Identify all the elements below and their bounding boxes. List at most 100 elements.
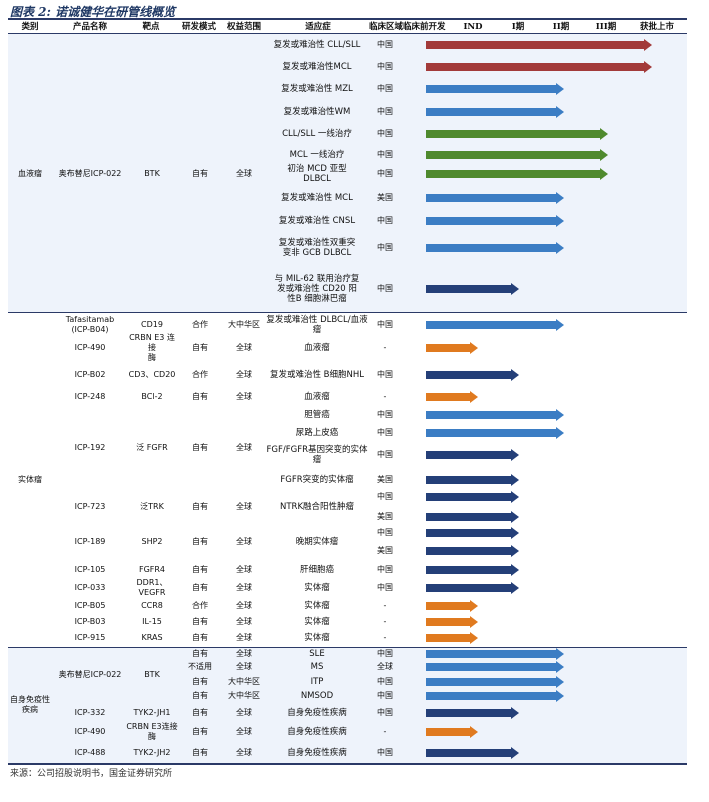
band-autoimmune xyxy=(8,648,687,763)
indication-label: MS xyxy=(310,662,324,672)
dev-mode: 自有 xyxy=(192,649,208,658)
progress-arrow xyxy=(426,242,564,254)
title-rule xyxy=(8,18,687,20)
progress-arrow xyxy=(426,747,519,759)
progress-arrow xyxy=(426,474,519,486)
rights-scope: 全球 xyxy=(236,727,252,736)
indication-label: FGF/FGFR基因突变的实体 瘤 xyxy=(266,445,368,465)
target-label: CD3、CD20 xyxy=(128,370,176,379)
progress-arrow xyxy=(426,726,478,738)
region-label: - xyxy=(383,727,387,736)
region-label: 美国 xyxy=(377,512,393,521)
dev-mode: 自有 xyxy=(192,748,208,757)
category-label: 血液瘤 xyxy=(18,169,42,178)
progress-arrow xyxy=(426,149,608,161)
target-label: BTK xyxy=(144,670,160,679)
progress-arrow xyxy=(426,83,564,95)
dev-mode: 自有 xyxy=(192,633,208,642)
dev-mode: 自有 xyxy=(192,583,208,592)
dev-mode: 合作 xyxy=(192,370,208,379)
product-name: ICP-488 xyxy=(74,748,106,757)
progress-arrow xyxy=(426,582,519,594)
indication-label: FGFR突变的实体瘤 xyxy=(280,475,354,485)
product-name: ICP-192 xyxy=(74,443,106,452)
indication-label: MCL 一线治疗 xyxy=(289,150,345,160)
region-label: 中国 xyxy=(377,450,393,459)
dev-mode: 自有 xyxy=(192,565,208,574)
product-name: ICP-B03 xyxy=(74,617,106,626)
product-name: ICP-B02 xyxy=(74,370,106,379)
rights-scope: 全球 xyxy=(236,343,252,352)
product-name: 奥布替尼ICP-022 xyxy=(58,670,122,679)
header-cell: IND xyxy=(463,22,483,32)
header-cell: I期 xyxy=(511,22,525,32)
target-label: SHP2 xyxy=(141,537,163,546)
region-label: 中国 xyxy=(377,528,393,537)
progress-arrow xyxy=(426,564,519,576)
region-label: - xyxy=(383,633,387,642)
rights-scope: 全球 xyxy=(236,617,252,626)
indication-label: 复发或难治性 MCL xyxy=(281,193,353,203)
dev-mode: 自有 xyxy=(192,443,208,452)
region-label: 中国 xyxy=(377,748,393,757)
target-label: TYK2-JH2 xyxy=(133,748,171,757)
region-label: 中国 xyxy=(377,370,393,379)
product-name: ICP-915 xyxy=(74,633,106,642)
dev-mode: 自有 xyxy=(192,708,208,717)
region-label: 中国 xyxy=(377,62,393,71)
progress-arrow xyxy=(426,690,564,702)
region-label: 中国 xyxy=(377,40,393,49)
rights-scope: 大中华区 xyxy=(228,691,260,700)
indication-label: SLE xyxy=(309,649,325,659)
rights-scope: 大中华区 xyxy=(228,677,260,686)
dev-mode: 自有 xyxy=(192,691,208,700)
progress-arrow xyxy=(426,319,564,331)
header-cell: 权益范围 xyxy=(226,22,261,32)
indication-label: 与 MIL-62 联用治疗复 发或难治性 CD20 阳 性B 细胞淋巴瘤 xyxy=(274,274,360,304)
dev-mode: 自有 xyxy=(192,727,208,736)
indication-label: ITP xyxy=(310,677,324,687)
region-label: 中国 xyxy=(377,565,393,574)
indication-label: 晚期实体瘤 xyxy=(295,537,339,547)
target-label: KRAS xyxy=(141,633,163,642)
progress-arrow xyxy=(426,632,478,644)
progress-arrow xyxy=(426,168,608,180)
indication-label: NMSOD xyxy=(300,691,334,701)
region-label: 中国 xyxy=(377,107,393,116)
rights-scope: 大中华区 xyxy=(228,320,260,329)
target-label: IL-15 xyxy=(142,617,162,626)
product-name: ICP-490 xyxy=(74,343,106,352)
indication-label: 血液瘤 xyxy=(304,343,330,353)
product-name: ICP-B05 xyxy=(74,601,106,610)
region-label: - xyxy=(383,392,387,401)
progress-arrow xyxy=(426,545,519,557)
target-label: BCl-2 xyxy=(141,392,163,401)
product-name: ICP-189 xyxy=(74,537,106,546)
figure-title: 图表 2: 诺诚健华在研管线概览 xyxy=(10,5,176,19)
progress-arrow xyxy=(426,600,478,612)
dev-mode: 自有 xyxy=(192,169,208,178)
header-cell: 类别 xyxy=(21,22,39,32)
product-name: 奥布替尼ICP-022 xyxy=(58,169,122,178)
target-label: CCR8 xyxy=(141,601,163,610)
rights-scope: 全球 xyxy=(236,633,252,642)
region-label: 美国 xyxy=(377,475,393,484)
category-label: 实体瘤 xyxy=(18,475,42,484)
region-label: 中国 xyxy=(377,691,393,700)
product-name: ICP-248 xyxy=(74,392,106,401)
target-label: CD19 xyxy=(141,320,163,329)
region-label: 中国 xyxy=(377,150,393,159)
indication-label: 复发或难治性 CNSL xyxy=(278,216,356,226)
indication-label: 实体瘤 xyxy=(304,583,330,593)
dev-mode: 自有 xyxy=(192,677,208,686)
source-note: 来源：公司招股说明书，国金证券研究所 xyxy=(10,769,173,779)
target-label: TYK2-JH1 xyxy=(133,708,171,717)
indication-label: 自身免疫性疾病 xyxy=(287,727,347,737)
rights-scope: 全球 xyxy=(236,502,252,511)
region-label: - xyxy=(383,601,387,610)
progress-arrow xyxy=(426,511,519,523)
indication-label: 实体瘤 xyxy=(304,633,330,643)
indication-label: 复发或难治性 MZL xyxy=(281,84,353,94)
region-label: - xyxy=(383,343,387,352)
target-label: CRBN E3 连接 酶 xyxy=(129,333,175,362)
